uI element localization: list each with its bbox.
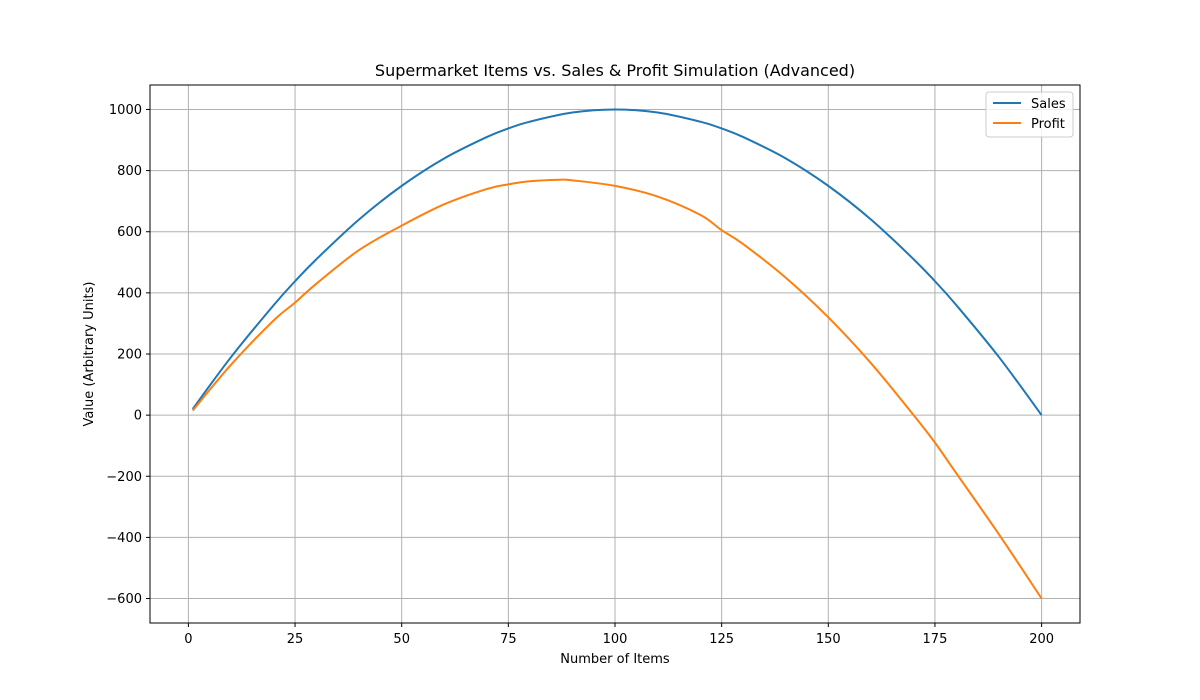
x-axis-label: Number of Items — [560, 652, 670, 667]
ticks-layer: 0 25 50 75 100 125 150 175 200 −600 −400 −200 0 200 40… — [106, 103, 1054, 647]
y-tick-label: 200 — [117, 348, 142, 363]
x-tick-label: 125 — [709, 632, 734, 647]
x-tick-label: 75 — [500, 632, 517, 647]
y-tick-label: 600 — [117, 225, 142, 240]
legend-label-profit: Profit — [1031, 117, 1065, 132]
x-tick-label: 0 — [184, 632, 192, 647]
series-line-profit — [191, 178, 1043, 600]
chart-title: Supermarket Items vs. Sales & Profit Sim… — [375, 61, 855, 80]
x-tick-label: 150 — [816, 632, 841, 647]
y-tick-label: 1000 — [109, 103, 142, 118]
legend-label-sales: Sales — [1031, 97, 1066, 112]
x-tick-label: 50 — [393, 632, 410, 647]
y-axis-label: Value (Arbitrary Units) — [82, 282, 97, 427]
x-tick-label: 200 — [1029, 632, 1054, 647]
y-tick-label: −600 — [106, 592, 142, 607]
legend: Sales Profit — [985, 91, 1074, 138]
series-line-sales — [191, 108, 1043, 416]
y-tick-label: 400 — [117, 286, 142, 301]
y-tick-label: −400 — [106, 531, 142, 546]
x-tick-label: 25 — [287, 632, 304, 647]
x-tick-label: 175 — [923, 632, 948, 647]
x-tick-label: 100 — [603, 632, 628, 647]
series-layer — [191, 108, 1043, 600]
y-tick-label: 0 — [134, 409, 142, 424]
y-tick-label: −200 — [106, 470, 142, 485]
y-tick-label: 800 — [117, 164, 142, 179]
grid-layer — [150, 85, 1080, 623]
